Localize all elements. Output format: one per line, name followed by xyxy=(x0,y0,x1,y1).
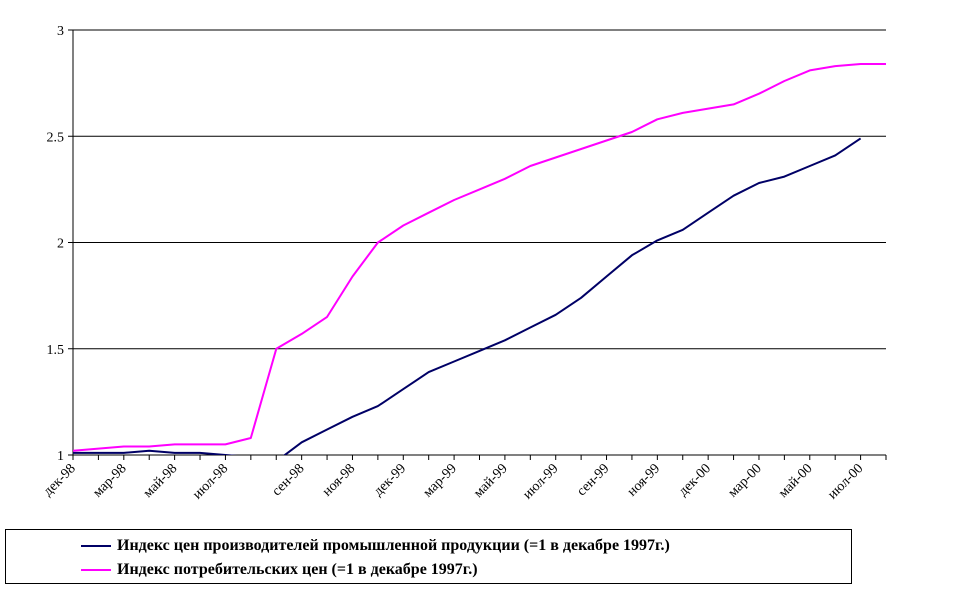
x-tick-label: июл-00 xyxy=(825,461,866,502)
series-lines xyxy=(73,63,886,455)
x-tick-label: сен-99 xyxy=(574,461,612,499)
x-tick-label: июл-98 xyxy=(190,461,231,502)
y-tick-label: 1 xyxy=(57,449,64,464)
x-tick-label: сен-98 xyxy=(269,461,307,499)
legend-swatch-cpi xyxy=(81,569,111,571)
x-tick-label: дек-98 xyxy=(41,461,79,499)
x-tick-label: мар-99 xyxy=(421,461,460,500)
legend-entry-ppi: Индекс цен производителей промышленной п… xyxy=(81,536,670,556)
x-tick-labels: дек-98 мар-98 май-98 июл-98 сен-98 ноя-98 дек-… xyxy=(41,461,867,502)
series-line-ppi xyxy=(73,137,862,455)
y-tick-label: 2 xyxy=(57,237,64,252)
x-tick-label: май-00 xyxy=(776,461,816,501)
x-tick-label: мар-00 xyxy=(725,461,764,500)
x-tick-label: ноя-98 xyxy=(320,461,358,499)
x-tick-label: мар-98 xyxy=(90,461,129,500)
axes xyxy=(68,29,887,460)
series-line-cpi xyxy=(73,63,886,452)
legend-label-cpi: Индекс потребительских цен (=1 в декабре… xyxy=(117,561,478,578)
y-tick-label: 2.5 xyxy=(47,130,65,145)
x-tick-label: дек-00 xyxy=(676,461,714,499)
x-tick-label: дек-99 xyxy=(371,461,409,499)
x-tick-label: май-99 xyxy=(471,461,511,501)
x-tick-label: июл-99 xyxy=(520,461,561,502)
y-tick-labels: 1 1.5 2 2.5 3 xyxy=(47,24,65,464)
x-tick-label: май-98 xyxy=(141,461,181,501)
legend-swatch-ppi xyxy=(81,545,111,547)
legend-label-ppi: Индекс цен производителей промышленной п… xyxy=(117,537,670,554)
gridlines xyxy=(73,29,886,456)
y-tick-label: 3 xyxy=(57,24,64,39)
legend-entry-cpi: Индекс потребительских цен (=1 в декабре… xyxy=(81,560,478,580)
y-tick-label: 1.5 xyxy=(47,343,65,358)
legend: Индекс цен производителей промышленной п… xyxy=(5,529,852,584)
x-tick-label: ноя-99 xyxy=(625,461,663,499)
